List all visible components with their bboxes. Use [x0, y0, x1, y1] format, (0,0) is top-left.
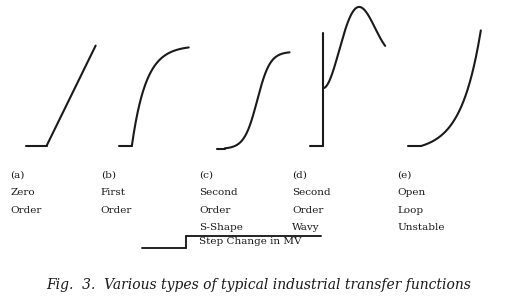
- Text: Step Change in MV: Step Change in MV: [199, 237, 301, 246]
- Text: First: First: [101, 188, 126, 197]
- Text: Order: Order: [10, 206, 42, 215]
- Text: Wavy: Wavy: [292, 223, 320, 232]
- Text: Order: Order: [101, 206, 132, 215]
- Text: Zero: Zero: [10, 188, 35, 197]
- Text: Second: Second: [292, 188, 331, 197]
- Text: Open: Open: [397, 188, 425, 197]
- Text: Order: Order: [292, 206, 324, 215]
- Text: Loop: Loop: [397, 206, 423, 215]
- Text: Unstable: Unstable: [397, 223, 445, 232]
- Text: Second: Second: [199, 188, 238, 197]
- Text: (e): (e): [397, 170, 412, 179]
- Text: (c): (c): [199, 170, 213, 179]
- Text: (d): (d): [292, 170, 307, 179]
- Text: S-Shape: S-Shape: [199, 223, 243, 232]
- Text: Fig.  3.  Various types of typical industrial transfer functions: Fig. 3. Various types of typical industr…: [46, 278, 471, 292]
- Text: (a): (a): [10, 170, 25, 179]
- Text: Order: Order: [199, 206, 231, 215]
- Text: (b): (b): [101, 170, 116, 179]
